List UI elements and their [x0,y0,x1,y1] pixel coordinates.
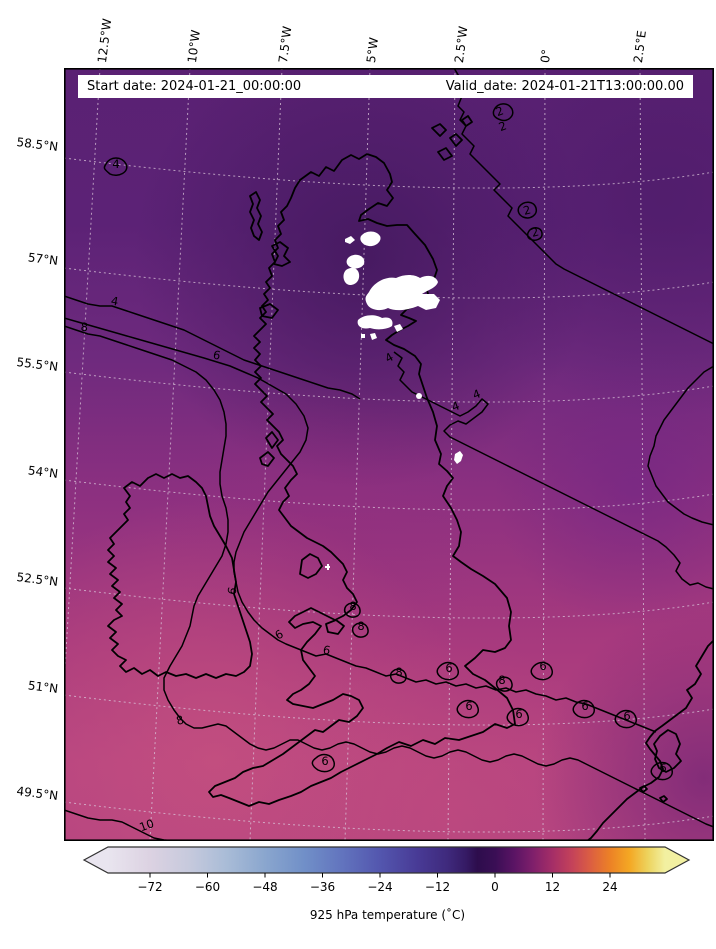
colorbar-tick-labels: −72 −60 −48 −36 −24 −12 0 12 24 [137,873,618,894]
contour-label: 4 [112,157,119,171]
colorbar-tick-label: −12 [425,880,450,894]
colorbar-tick-label: −24 [367,880,392,894]
colorbar-tick-label: −72 [137,880,162,894]
contour-label: 8 [349,599,356,613]
coast-france [586,638,714,841]
colorbar-tick-label: 12 [545,880,560,894]
contour-label: 6 [224,586,239,597]
contour-label: 2 [522,202,533,217]
coast-channel-islands [639,785,668,803]
lon-tick-label: 7.5°W [276,25,295,64]
contour-label: 2 [530,224,541,239]
colorbar-tick-label: 0 [491,880,499,894]
contour-label: 4 [110,294,120,309]
temperature-contours [64,68,714,841]
contour-label: 2 [494,103,506,119]
lon-tick-label: 0° [538,48,554,64]
lat-tick-label: 51°N [27,678,59,696]
masked-terrain-patches [325,231,463,570]
axes-border [64,68,714,841]
contour-label: 6 [465,699,472,713]
contour-label: 6 [321,754,328,768]
contour-label: 6 [322,643,332,658]
contour-label: 8 [80,320,89,335]
lat-tick-label: 55.5°N [15,354,59,374]
colorbar-tick-label: −60 [195,880,220,894]
lat-tick-label: 49.5°N [15,783,59,803]
valid-date-label: Valid_date: 2024-01-21T13:00:00.00 [445,79,684,94]
contour-label: 6 [212,347,222,362]
contour-label: 8 [175,712,186,727]
lon-tick-label: 10°W [185,29,203,64]
contour-label: 6 [581,699,588,713]
lon-tick-label: 2.5°W [452,25,471,64]
coast-isle-of-man [299,553,323,579]
lat-tick-label: 57°N [27,250,59,268]
contour-label: 8 [498,673,505,687]
colorbar-gradient [82,846,691,874]
contour-label: 6 [445,661,452,675]
colorbar-svg: −72 −60 −48 −36 −24 −12 0 12 24 [82,846,691,894]
colorbar-label: 925 hPa temperature (˚C) [309,908,466,922]
contour-label: 8 [395,665,402,679]
lat-tick-label: 52.5°N [15,569,59,589]
contour-label: 6 [623,709,630,723]
coastlines [107,115,714,841]
colorbar-tick-label: −48 [252,880,277,894]
coast-mull [259,303,279,319]
colorbar-tick-label: −36 [310,880,335,894]
coast-ireland [107,473,253,679]
lon-tick-label: 5°W [364,36,382,64]
contour-label: 4 [471,386,483,402]
lon-tick-label: 12.5°W [95,17,115,64]
coast-jura [265,431,279,449]
lon-tick-label: 2.5°E [631,29,649,64]
coast-skye [271,241,291,267]
contour-label: 8 [357,619,364,633]
contour-label: 4 [450,398,462,414]
colorbar: −72 −60 −48 −36 −24 −12 0 12 24 [80,845,695,895]
contour-label: 2 [497,118,509,134]
map-canvas: 2 2 2 2 4 4 8 6 4 4 4 6 6 6 8 8 8 8 6 6 6 6 6 6 6 6 8 10 Start date… [64,68,714,841]
coast-islay [259,451,275,467]
coast-anglesey [325,619,345,635]
contour-label: 10 [137,816,156,834]
coast-hebrides [249,191,263,241]
contour-label: 6 [659,761,666,775]
contour-label: 6 [539,659,546,673]
start-date-label: Start date: 2024-01-21_00:00:00 [87,79,302,94]
lat-tick-label: 54°N [27,463,59,481]
title-bar: Start date: 2024-01-21_00:00:00 Valid_da… [78,75,693,98]
colorbar-tick-label: 24 [602,880,617,894]
lat-tick-label: 58.5°N [15,134,59,154]
contour-label: 6 [515,707,522,721]
coast-great-britain [208,153,516,807]
coast-cotentin [653,729,682,773]
temperature-field [64,68,714,841]
coast-orkney [431,115,473,161]
